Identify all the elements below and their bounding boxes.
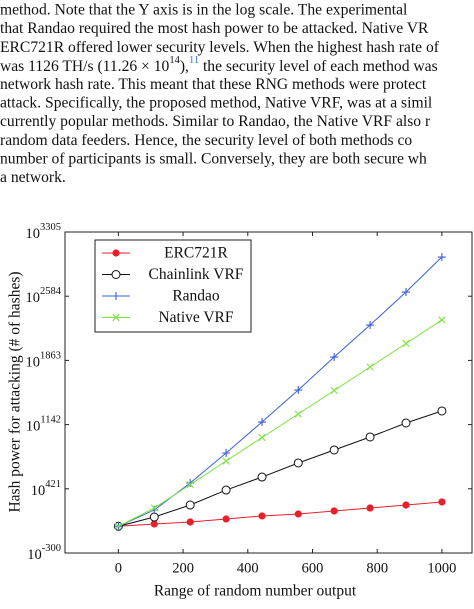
data-point [402, 339, 410, 348]
legend-marker [112, 313, 120, 322]
y-tick-label: 10421 [31, 479, 61, 499]
x-tick-label: 1000 [427, 560, 456, 576]
legend-label: Native VRF [158, 309, 233, 326]
data-point [221, 485, 231, 495]
y-tick-label: 101142 [26, 415, 61, 435]
legend-marker [111, 270, 121, 279]
y-tick-label: 103305 [26, 222, 62, 242]
paragraph-line: method. Note that the Y axis is in the l… [0, 2, 408, 19]
paragraph-line: network hash rate. This meant that these… [0, 76, 427, 93]
data-point [438, 498, 446, 506]
legend-marker [112, 249, 120, 257]
y-tick-label: 10-300 [27, 543, 61, 563]
data-point [330, 507, 338, 515]
data-point [366, 504, 374, 512]
legend-label: Randao [172, 288, 220, 305]
data-point [294, 510, 302, 518]
series-line [118, 501, 442, 527]
tick-exponent: 421 [45, 479, 61, 490]
paragraph-line: number of participants is small. Convers… [0, 150, 427, 167]
tick-exponent: -300 [42, 543, 61, 554]
data-point [402, 288, 410, 297]
x-tick-label: 400 [237, 560, 259, 576]
series-line [118, 410, 443, 527]
y-tick-label: 101863 [26, 351, 62, 371]
data-point [366, 321, 375, 330]
data-point [222, 449, 231, 458]
data-point [258, 418, 267, 427]
paragraph-line: a network. [0, 169, 66, 186]
legend-label: ERC721R [164, 245, 228, 262]
data-point [330, 386, 338, 395]
paragraph-line: ERC721R offered lower security levels. W… [0, 39, 440, 56]
tick-exponent: 3305 [40, 222, 61, 233]
data-point [149, 512, 159, 522]
data-point [185, 500, 195, 510]
legend-label: Chainlink VRF [149, 266, 244, 283]
tick-base: 10 [27, 547, 42, 563]
data-point [222, 515, 230, 523]
x-tick-label: 200 [172, 560, 194, 576]
data-point [258, 433, 266, 442]
data-point [294, 386, 303, 395]
data-point [330, 353, 339, 362]
data-point [186, 480, 194, 489]
data-point [401, 418, 411, 428]
paragraph-line: that Randao required the most hash power… [0, 20, 429, 37]
data-point [186, 518, 194, 526]
data-point [365, 432, 375, 442]
data-point [294, 410, 302, 418]
y-axis-label: Hash power for attacking (# of hashes) [7, 271, 24, 512]
tick-base: 10 [26, 226, 41, 242]
paragraph-line: was 1126 TH/s (11.26 × 1014​),11​ the se… [0, 55, 438, 74]
plot-frame [64, 231, 473, 554]
data-point [114, 522, 123, 530]
tick-base: 10 [31, 483, 46, 499]
text-run: ), [180, 57, 189, 74]
tick-exponent: 2584 [40, 287, 62, 298]
text-run: was 1126 TH/s (11.26 × 10 [0, 57, 170, 74]
paragraph-line: attack. Specifically, the proposed metho… [0, 95, 433, 112]
data-point [150, 520, 158, 528]
superscript: 11 [189, 55, 199, 66]
series-line [118, 319, 443, 527]
data-point [437, 406, 447, 416]
data-point [222, 457, 230, 465]
legend-box [94, 239, 252, 333]
tick-base: 10 [26, 419, 41, 435]
data-point [402, 501, 410, 509]
superscript: 14 [169, 55, 180, 66]
x-tick-label: 600 [302, 560, 324, 576]
data-point [438, 316, 446, 324]
data-point [293, 458, 303, 468]
text-run: the security level of each method was [199, 57, 438, 74]
legend-marker [112, 292, 120, 300]
data-point [257, 472, 267, 482]
paragraph-line: random data feeders. Hence, the security… [0, 132, 412, 149]
y-tick-label: 102584 [26, 287, 62, 307]
x-tick-label: 800 [366, 560, 388, 576]
data-point [437, 253, 446, 262]
tick-exponent: 1863 [40, 351, 61, 362]
data-point [366, 363, 374, 371]
x-axis-label: Range of random number output [154, 583, 357, 600]
paragraph-line: currently popular methods. Similar to Ra… [0, 113, 431, 130]
tick-base: 10 [26, 355, 41, 371]
tick-base: 10 [26, 291, 41, 307]
data-point [150, 504, 158, 512]
x-tick-label: 0 [115, 560, 122, 576]
data-point [258, 512, 266, 520]
tick-exponent: 1142 [40, 415, 61, 426]
data-point [329, 445, 339, 455]
